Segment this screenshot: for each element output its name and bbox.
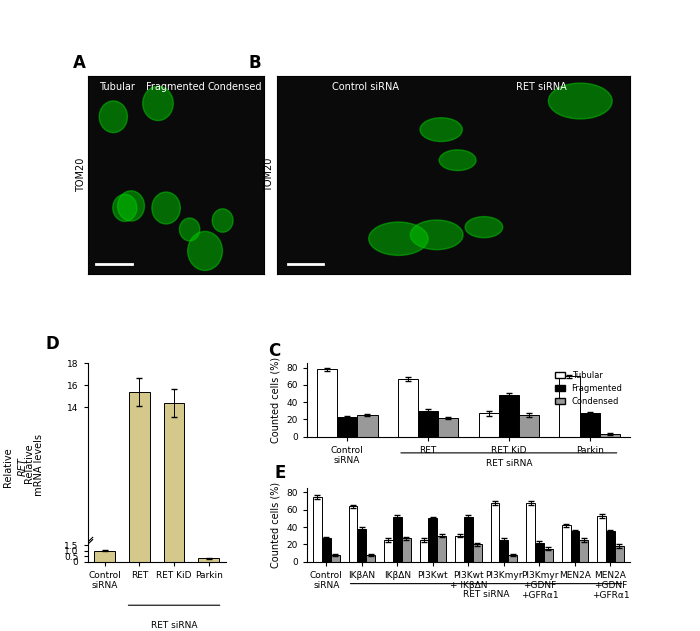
Bar	[464, 517, 473, 562]
Bar	[438, 536, 446, 562]
Bar	[479, 413, 498, 437]
Bar	[519, 415, 539, 437]
Text: Relative: Relative	[4, 445, 13, 488]
Bar	[455, 536, 464, 562]
Bar	[500, 540, 508, 562]
Bar	[419, 540, 428, 562]
Circle shape	[420, 118, 462, 141]
Text: D: D	[46, 335, 60, 353]
Bar	[559, 376, 580, 437]
Text: A: A	[74, 54, 86, 72]
Text: Relative: Relative	[25, 441, 35, 484]
Bar	[600, 434, 620, 437]
Bar	[580, 540, 588, 562]
Bar	[398, 379, 418, 437]
Bar	[526, 503, 535, 562]
Circle shape	[113, 194, 137, 221]
Circle shape	[152, 192, 181, 224]
Bar	[508, 555, 517, 562]
Text: RET siRNA: RET siRNA	[486, 459, 532, 468]
Text: RET siRNA: RET siRNA	[463, 589, 510, 598]
Bar	[597, 516, 606, 562]
Text: mRNA levels: mRNA levels	[34, 434, 43, 500]
Bar	[491, 503, 500, 562]
Text: RET: RET	[18, 457, 27, 476]
Bar	[331, 555, 340, 562]
Bar	[129, 392, 150, 562]
Bar	[198, 558, 219, 562]
Text: RET siRNA: RET siRNA	[150, 621, 197, 630]
Legend: Tubular, Fragmented, Condensed: Tubular, Fragmented, Condensed	[552, 367, 626, 410]
Text: B: B	[249, 54, 262, 72]
Circle shape	[179, 218, 200, 241]
Text: Control siRNA: Control siRNA	[332, 81, 399, 91]
Text: RET siRNA: RET siRNA	[517, 81, 567, 91]
Bar	[570, 531, 580, 562]
Bar	[438, 418, 458, 437]
Bar	[402, 538, 411, 562]
Bar	[164, 403, 185, 562]
Circle shape	[410, 220, 463, 250]
Bar	[357, 415, 377, 437]
Bar	[561, 525, 570, 562]
Bar	[349, 506, 358, 562]
Bar	[366, 555, 375, 562]
Circle shape	[99, 101, 127, 133]
Bar	[580, 413, 600, 437]
Bar	[313, 497, 322, 562]
Bar	[606, 531, 615, 562]
Circle shape	[212, 209, 233, 232]
Y-axis label: Counted cells (%): Counted cells (%)	[271, 482, 281, 568]
Bar	[358, 529, 366, 562]
Text: Tubular: Tubular	[99, 81, 135, 91]
Bar	[317, 369, 337, 437]
Bar	[473, 545, 482, 562]
Bar	[322, 538, 331, 562]
Circle shape	[439, 150, 476, 170]
Text: C: C	[268, 341, 280, 360]
Text: TOM20: TOM20	[76, 158, 85, 192]
Text: E: E	[274, 464, 286, 482]
Circle shape	[188, 232, 223, 271]
Bar	[94, 551, 116, 562]
Bar	[418, 411, 438, 437]
Bar	[393, 517, 402, 562]
Circle shape	[369, 222, 428, 256]
Y-axis label: Counted cells (%): Counted cells (%)	[271, 357, 281, 443]
Text: Condensed: Condensed	[207, 81, 262, 91]
Circle shape	[465, 216, 503, 238]
Bar	[337, 417, 357, 437]
Bar	[384, 540, 393, 562]
Bar	[535, 543, 544, 562]
Circle shape	[143, 86, 174, 121]
Bar	[498, 395, 519, 437]
Text: TOM20: TOM20	[264, 158, 274, 192]
Circle shape	[118, 191, 144, 221]
Circle shape	[548, 83, 612, 119]
Bar	[428, 519, 438, 562]
Text: Fragmented: Fragmented	[146, 81, 205, 91]
Bar	[615, 546, 624, 562]
Bar	[544, 548, 553, 562]
